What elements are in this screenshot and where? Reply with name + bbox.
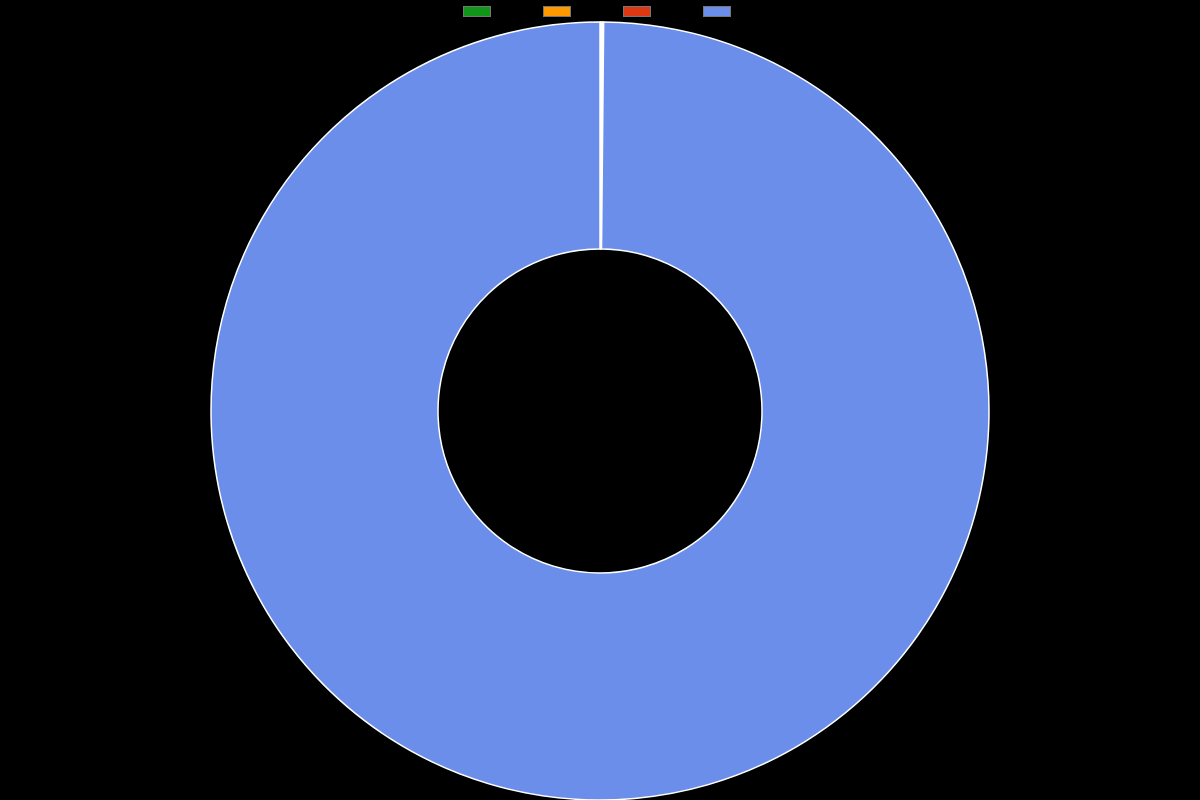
- legend-swatch-3: [703, 6, 731, 17]
- legend-item-2[interactable]: [623, 4, 657, 18]
- chart-canvas: [0, 0, 1200, 800]
- legend-swatch-0: [463, 6, 491, 17]
- legend-swatch-1: [543, 6, 571, 17]
- legend-item-1[interactable]: [543, 4, 577, 18]
- legend: [0, 4, 1200, 18]
- legend-swatch-2: [623, 6, 651, 17]
- donut-chart: [0, 0, 1200, 800]
- legend-item-3[interactable]: [703, 4, 737, 18]
- legend-item-0[interactable]: [463, 4, 497, 18]
